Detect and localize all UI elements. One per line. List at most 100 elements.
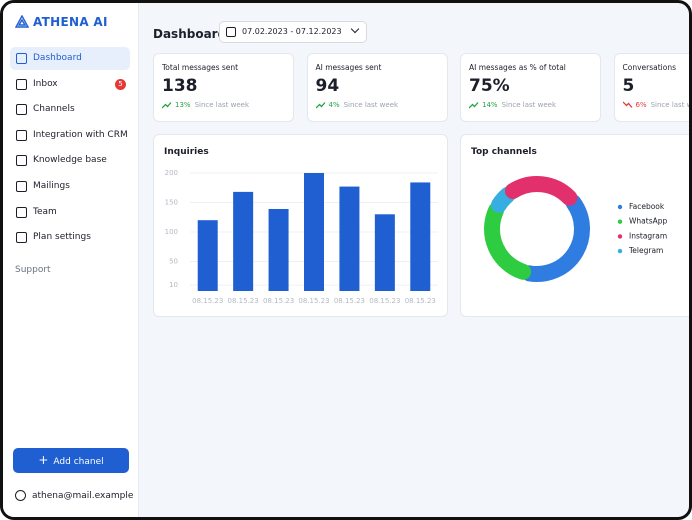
logo-icon [15,15,29,28]
stat-card: AI messages sent 94 4% Since last week [306,53,448,122]
bar-chart: 200 150 100 50 10 08.15.23 08.15.23 08.15.23 08.… [165,169,438,305]
top-channels-card: Top channels Facebook WhatsApp Instagram Te… [460,134,689,317]
change-note: Since last week [194,101,250,109]
menu-icon [16,78,27,90]
legend-label: Telegram [628,246,663,255]
trend-arrow [315,102,325,109]
donut-segment [484,202,532,280]
change-value: 4% [328,101,340,109]
menu-icon [16,155,27,167]
donut-segment [504,176,578,206]
x-tick-label: 08.15.23 [405,297,436,305]
change-value: 6% [635,101,647,109]
x-tick-label: 08.15.23 [192,297,223,305]
stat-card: AI messages as % of total 75% 14% Since las… [460,53,601,122]
x-tick-label: 08.15.23 [298,297,329,305]
bar [374,214,395,291]
x-tick-label: 08.15.23 [369,297,400,305]
menu-icon [16,181,27,192]
donut-chart: Facebook WhatsApp Instagram Telegram [484,176,668,282]
chart-title: Top channels [471,147,537,157]
change-value: 14% [482,101,498,109]
legend-dot [617,248,623,254]
stat-value: 75% [469,76,510,96]
y-tick-label: 100 [165,228,178,236]
donut-segment [491,186,516,213]
stat-label: AI messages sent [315,63,382,72]
stat-change: 4% Since last week [315,101,399,109]
badge: 5 [115,78,126,90]
arrow-line [315,102,325,109]
stat-card: Total messages sent 138 13% Since last week [153,53,294,122]
menu-item[interactable]: Team [10,201,130,224]
button-label: Add chanel [53,457,104,467]
menu-item[interactable]: Knowledge base [10,149,130,172]
stat-change: 14% Since last week [468,101,557,109]
stat-label: Total messages sent [162,63,239,72]
stat-change: 13% Since last week [161,101,250,109]
y-tick-label: 10 [169,281,178,289]
legend-dot [617,204,623,210]
stat-label: AI messages as % of total [469,63,566,72]
user-email: athena@mail.example [32,491,134,501]
bar [197,220,218,291]
change-note: Since last week [501,101,557,109]
menu-icon [16,206,27,218]
change-value: 13% [175,101,191,109]
change-note: Since last week [650,101,692,109]
menu-item[interactable]: Plan settings [10,226,130,249]
menu-label: Mailings [33,181,70,191]
menu-label: Integration with CRM [33,129,128,140]
x-tick-label: 08.15.23 [263,297,294,305]
bar [268,208,289,291]
menu-item[interactable]: Mailings [10,175,130,198]
y-tick-label: 200 [165,169,178,177]
menu-item[interactable]: Dashboard [10,47,130,70]
menu-label: Team [33,206,57,217]
menu-item[interactable]: Inbox 5 [10,73,130,96]
page-title: Dashboard [153,27,227,41]
legend-label: WhatsApp [629,217,668,226]
change-note: Since last week [343,101,399,109]
stat-value: 94 [315,76,340,96]
bar [304,173,324,291]
stat-label: Conversations [622,63,677,72]
bar [339,186,360,291]
menu-label: Channels [33,104,75,115]
trend-arrow [622,101,632,108]
add-channel-button[interactable]: + Add chanel [13,448,129,473]
y-tick-label: 50 [169,258,178,266]
support-link[interactable]: Support [15,265,51,275]
legend-dot [617,234,623,239]
bar [410,182,431,291]
y-tick-label: 150 [165,199,178,207]
trend-arrow [468,102,479,109]
legend-dot [617,219,623,224]
trend-arrow [161,102,172,109]
chart-title: Inquiries [164,147,209,157]
inquiries-card: Inquiries 200 150 100 50 10 08.15.23 08.15.23 0… [153,134,448,317]
x-tick-label: 08.15.23 [228,297,259,305]
menu-icon [16,232,27,244]
legend-label: Facebook [629,202,665,211]
menu-label: Knowledge base [33,155,107,166]
user-account[interactable]: athena@mail.example [15,490,133,501]
sidebar: ATHENA AI Dashboard Inbox 5 Channels Integra… [3,3,139,517]
arrow-line [468,102,479,109]
stat-value: 138 [162,76,198,96]
stat-change: 6%Since last week [622,101,692,109]
date-range: 07.02.2023 - 07.12.2023 [242,27,342,36]
arrow-line [622,101,632,108]
menu-label: Dashboard [33,53,82,63]
menu-label: Plan settings [33,232,91,243]
menu-icon [16,53,27,64]
donut-segment [521,194,590,282]
x-tick-label: 08.15.23 [334,297,365,305]
menu-icon [16,129,27,141]
arrow-line [161,102,172,109]
menu-item[interactable]: Integration with CRM [10,124,130,147]
brand: ATHENA AI [33,15,108,29]
date-picker[interactable]: 07.02.2023 - 07.12.2023 [219,21,367,43]
menu-item[interactable]: Channels [10,98,130,121]
